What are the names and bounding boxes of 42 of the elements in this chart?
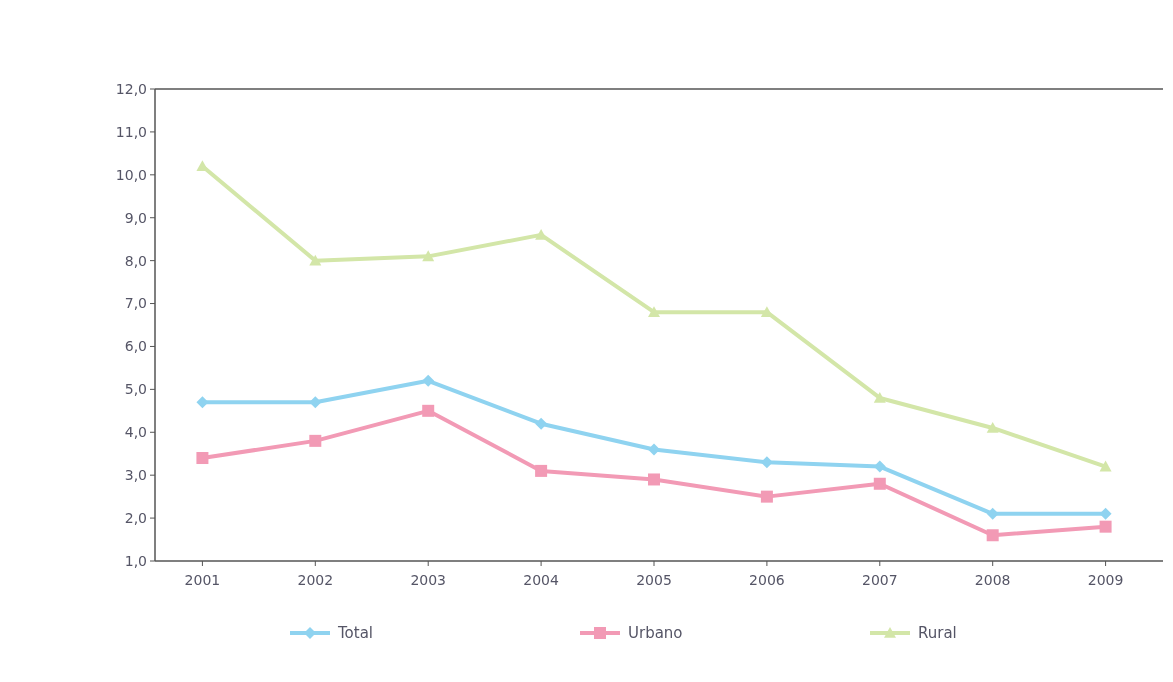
- point: [422, 374, 435, 387]
- point: [986, 529, 999, 542]
- point: [309, 254, 322, 266]
- x-tick-label: 2004: [523, 572, 560, 588]
- legend-label: Rural: [918, 624, 957, 643]
- y-tick-label: 5,0: [124, 381, 147, 398]
- point: [535, 464, 548, 477]
- point: [1099, 520, 1112, 533]
- x-tick-label: 2005: [636, 572, 672, 588]
- x-tick-label: 2003: [410, 572, 447, 588]
- y-tick-label: 9,0: [124, 209, 147, 226]
- y-tick-label: 11,0: [115, 123, 147, 140]
- x-tick-label: 2009: [1087, 572, 1124, 588]
- y-tick-label: 2,0: [124, 509, 147, 526]
- x-tick-label: 2001: [184, 572, 221, 588]
- y-tick-label: 7,0: [124, 295, 147, 312]
- y-tick-label: 6,0: [124, 338, 147, 355]
- point: [648, 473, 660, 486]
- y-tick-label: 10,0: [115, 166, 147, 183]
- point: [422, 250, 435, 262]
- y-tick-label: 8,0: [124, 252, 147, 269]
- point: [1099, 460, 1112, 472]
- y-tick-label: 12,0: [115, 80, 147, 97]
- y-tick-label: 4,0: [124, 424, 147, 441]
- x-tick-label: 2006: [749, 572, 785, 588]
- point: [873, 391, 886, 403]
- point: [873, 477, 886, 490]
- y-tick-label: 3,0: [124, 467, 147, 484]
- point: [196, 452, 209, 465]
- x-tick-label: 2007: [861, 572, 898, 588]
- x-tick-label: 2008: [974, 572, 1011, 588]
- y-tick-label: 1,0: [124, 552, 147, 569]
- point: [309, 434, 322, 447]
- point: [422, 404, 435, 417]
- x-tick-label: 2002: [297, 572, 334, 588]
- point: [760, 490, 773, 503]
- legend-label: Total: [337, 624, 374, 643]
- point: [648, 443, 660, 456]
- point: [986, 421, 999, 433]
- point: [648, 306, 660, 317]
- legend-label: Urbano: [628, 624, 683, 643]
- point: [535, 417, 548, 430]
